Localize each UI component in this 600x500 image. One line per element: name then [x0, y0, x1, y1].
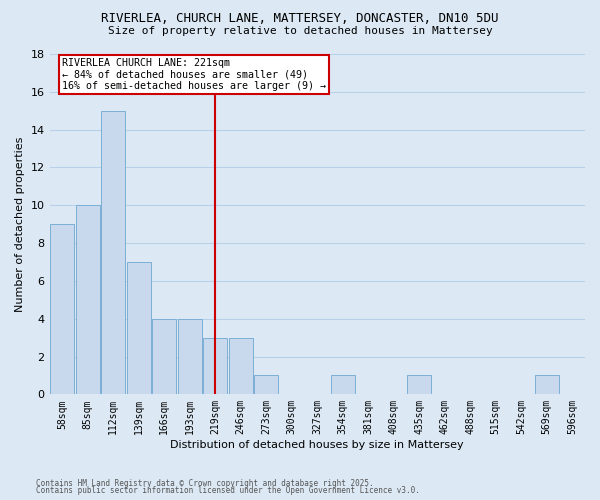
Bar: [50, 224, 74, 394]
Bar: [407, 376, 431, 394]
Bar: [535, 376, 559, 394]
Bar: [76, 206, 100, 394]
Bar: [127, 262, 151, 394]
Text: Size of property relative to detached houses in Mattersey: Size of property relative to detached ho…: [107, 26, 493, 36]
Bar: [178, 318, 202, 394]
Bar: [229, 338, 253, 394]
X-axis label: Distribution of detached houses by size in Mattersey: Distribution of detached houses by size …: [170, 440, 464, 450]
Text: Contains HM Land Registry data © Crown copyright and database right 2025.: Contains HM Land Registry data © Crown c…: [36, 478, 374, 488]
Bar: [203, 338, 227, 394]
Text: RIVERLEA, CHURCH LANE, MATTERSEY, DONCASTER, DN10 5DU: RIVERLEA, CHURCH LANE, MATTERSEY, DONCAS…: [101, 12, 499, 26]
Bar: [101, 110, 125, 395]
Y-axis label: Number of detached properties: Number of detached properties: [15, 136, 25, 312]
Bar: [331, 376, 355, 394]
Bar: [152, 318, 176, 394]
Text: RIVERLEA CHURCH LANE: 221sqm
← 84% of detached houses are smaller (49)
16% of se: RIVERLEA CHURCH LANE: 221sqm ← 84% of de…: [62, 58, 326, 91]
Bar: [254, 376, 278, 394]
Text: Contains public sector information licensed under the Open Government Licence v3: Contains public sector information licen…: [36, 486, 420, 495]
